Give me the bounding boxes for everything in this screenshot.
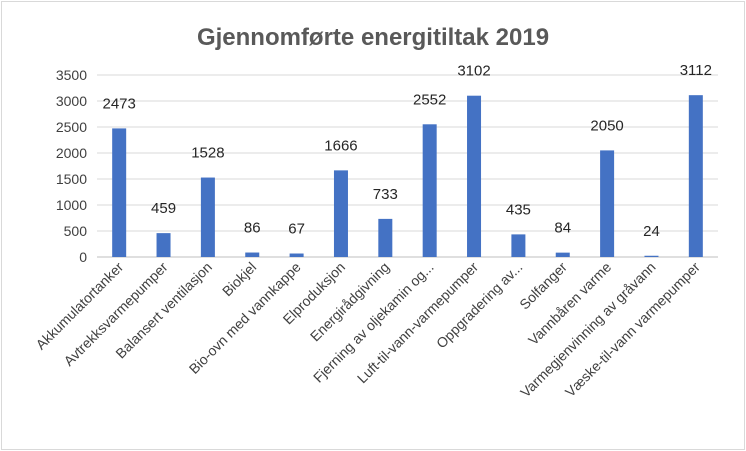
bar <box>245 252 260 257</box>
bar <box>688 95 703 258</box>
y-tick-label: 1000 <box>56 197 87 213</box>
bar <box>333 170 348 257</box>
y-tick-label: 3500 <box>56 67 87 83</box>
data-label: 67 <box>288 221 305 238</box>
bar <box>112 128 127 257</box>
bar <box>467 95 482 257</box>
data-labels: 2473 459 1528 86 67 1666 733 2552 3102 435 84 2050 2… <box>102 62 711 240</box>
data-label: 459 <box>151 200 176 217</box>
x-axis-ticks: AkkumulatortankerAvtrekksvarmepumperBala… <box>32 259 703 401</box>
x-tick-label: Energirådgivning <box>307 259 393 345</box>
y-axis-ticks: 0 500 1000 1500 2000 2500 3000 3500 <box>56 67 87 265</box>
y-tick-label: 3000 <box>56 93 87 109</box>
x-tick-label: Biokjel <box>219 259 259 299</box>
bar <box>289 253 304 257</box>
gridlines <box>97 74 718 258</box>
data-label: 733 <box>373 186 398 203</box>
data-label: 86 <box>244 220 261 237</box>
bar <box>156 233 171 257</box>
bar <box>511 234 526 257</box>
y-tick-label: 1500 <box>56 171 87 187</box>
bars <box>112 95 703 258</box>
y-tick-label: 0 <box>79 249 87 265</box>
data-label: 3102 <box>457 63 490 80</box>
data-label: 1666 <box>324 137 357 154</box>
data-label: 3112 <box>680 62 712 79</box>
bar <box>200 177 215 257</box>
y-tick-label: 2500 <box>56 119 87 135</box>
data-label: 2552 <box>413 91 446 108</box>
x-tick-label: Vannbåren varme <box>525 259 614 348</box>
bar <box>555 252 570 257</box>
data-label: 24 <box>643 223 660 240</box>
data-label: 435 <box>506 201 531 218</box>
data-label: 2473 <box>102 95 135 112</box>
bar <box>644 255 659 257</box>
data-label: 1528 <box>191 145 224 162</box>
y-tick-label: 2000 <box>56 145 87 161</box>
chart-title: Gjennomførte energitiltak 2019 <box>197 24 549 51</box>
bar <box>378 218 393 257</box>
y-tick-label: 500 <box>64 223 88 239</box>
bar <box>600 150 615 257</box>
data-label: 2050 <box>590 117 623 134</box>
bar <box>422 124 437 258</box>
data-label: 84 <box>554 220 571 237</box>
x-tick-label: Oppgradering av... <box>433 259 526 352</box>
